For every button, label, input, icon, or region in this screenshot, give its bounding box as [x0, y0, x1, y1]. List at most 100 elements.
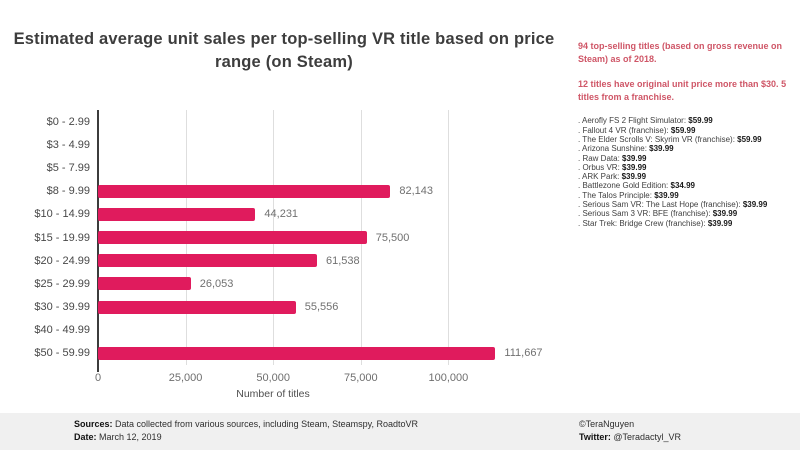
vr-title-item: . Raw Data: $39.99	[578, 153, 647, 163]
chart-row: $5 - 7.99	[30, 156, 550, 179]
vr-title-price: $39.99	[707, 218, 733, 228]
x-tick-label: 75,000	[343, 372, 378, 384]
x-axis-ticks: 0 25,000 50,000 75,000 100,000	[94, 372, 543, 386]
twitter-label: Twitter:	[579, 432, 611, 442]
vr-title-item: . ARK Park: $39.99	[578, 172, 647, 182]
y-tick-label: $0 - 2.99	[46, 115, 90, 128]
gridline	[448, 110, 450, 365]
plot-cell: 75,500	[98, 226, 550, 249]
vr-title-item: . Star Trek: Bridge Crew (franchise): $3…	[578, 218, 733, 228]
vr-title-price: $59.99	[688, 116, 713, 126]
side-panel: 94 top-selling titles (based on gross re…	[578, 40, 792, 228]
plot-cell	[98, 133, 550, 156]
vr-title-price: $59.99	[670, 125, 696, 135]
vr-title-price: $59.99	[737, 134, 762, 144]
chart-row: $30 - 39.99 55,556	[30, 296, 550, 319]
bar	[98, 346, 496, 360]
side-note-titles-count: 94 top-selling titles (based on gross re…	[578, 41, 783, 64]
vr-title-price: $34.99	[670, 181, 695, 191]
vr-title-price: $39.99	[622, 162, 647, 172]
vr-title-list: . Aerofly FS 2 Flight Simulator: $59.99.…	[578, 116, 792, 228]
y-tick-label: $8 - 9.99	[46, 185, 90, 198]
date-label: Date:	[74, 432, 97, 442]
bar-value-label: 26,053	[199, 277, 234, 290]
chart-row: $20 - 24.99 61,538	[30, 249, 550, 272]
vr-title-price: $39.99	[654, 190, 679, 200]
vr-title-price: $39.99	[622, 153, 647, 163]
x-tick-label: 25,000	[168, 372, 203, 384]
bar-value-label: 61,538	[326, 254, 360, 267]
y-tick-label: $10 - 14.99	[34, 208, 90, 221]
plot-cell: 82,143	[98, 180, 550, 203]
vr-title-price: $39.99	[649, 144, 674, 154]
chart-row: $25 - 29.99 26,053	[30, 272, 550, 295]
y-tick-label: $5 - 7.99	[46, 161, 90, 174]
footer-sources: Sources: Data collected from various sou…	[74, 418, 418, 444]
bar-value-label: 111,667	[504, 347, 543, 360]
vr-title-item: . Serious Sam VR: The Last Hope (franchi…	[578, 200, 768, 210]
bar	[98, 207, 256, 221]
side-note-price-count: 12 titles have original unit price more …	[578, 79, 787, 102]
bar-chart: $0 - 2.99 $3 - 4.99 $5 - 7.99 $8 - 9.99 82,1…	[30, 110, 550, 410]
plot-cell	[98, 110, 550, 133]
plot-cell: 55,556	[98, 296, 550, 319]
vr-title-item: . Serious Sam 3 VR: BFE (franchise): $39…	[578, 209, 738, 219]
bar-value-label: 55,556	[304, 301, 339, 314]
vr-title-item: . Aerofly FS 2 Flight Simulator: $59.99	[578, 116, 713, 126]
chart-row: $8 - 9.99 82,143	[30, 180, 550, 203]
y-tick-label: $15 - 19.99	[34, 231, 90, 244]
chart-row: $40 - 49.99	[30, 319, 550, 342]
vr-title-price: $39.99	[742, 200, 768, 210]
plot-cell	[98, 156, 550, 179]
chart-row: $3 - 4.99	[30, 133, 550, 156]
y-tick-label: $3 - 4.99	[46, 138, 90, 151]
credit-line: ©TeraNguyen	[579, 419, 635, 429]
x-tick-label: 50,000	[256, 372, 291, 384]
footer: Sources: Data collected from various sou…	[0, 413, 800, 450]
vr-title-item: . The Elder Scrolls V: Skyrim VR (franch…	[578, 134, 762, 144]
y-tick-label: $50 - 59.99	[34, 347, 90, 360]
bar	[98, 300, 296, 314]
bar	[98, 184, 391, 198]
plot-cell: 44,231	[98, 203, 550, 226]
y-tick-label: $40 - 49.99	[34, 324, 90, 337]
chart-rows: $0 - 2.99 $3 - 4.99 $5 - 7.99 $8 - 9.99 82,1…	[30, 110, 550, 365]
plot-cell: 111,667	[98, 342, 550, 365]
bar	[98, 254, 318, 268]
twitter-handle: @Teradactyl_VR	[613, 432, 682, 442]
footer-credit: ©TeraNguyen Twitter: @Teradactyl_VR	[579, 418, 681, 444]
x-axis-label: Number of titles	[236, 388, 310, 400]
vr-title-item: . Orbus VR: $39.99	[578, 162, 647, 172]
vr-title-price: $39.99	[712, 209, 738, 219]
sources-label: Sources:	[74, 419, 113, 429]
date-line: Date: March 12, 2019	[74, 431, 418, 444]
chart-row: $0 - 2.99	[30, 110, 550, 133]
date-text: March 12, 2019	[99, 432, 162, 442]
twitter-line: Twitter: @Teradactyl_VR	[579, 431, 681, 444]
chart-row: $50 - 59.99 111,667	[30, 342, 550, 365]
vr-title-item: . Fallout 4 VR (franchise): $59.99	[578, 125, 696, 135]
x-tick-label: 0	[94, 372, 102, 384]
bar-value-label: 82,143	[399, 185, 433, 198]
vr-title-item: . Arizona Sunshine: $39.99	[578, 144, 674, 154]
plot-cell	[98, 319, 550, 342]
y-tick-label: $25 - 29.99	[34, 277, 90, 290]
plot-cell: 26,053	[98, 272, 550, 295]
bar-value-label: 44,231	[264, 208, 299, 221]
y-tick-label: $20 - 24.99	[34, 254, 90, 267]
y-tick-label: $30 - 39.99	[34, 301, 90, 314]
plot-cell: 61,538	[98, 249, 550, 272]
bar-value-label: 75,500	[375, 231, 410, 244]
vr-title-price: $39.99	[621, 172, 647, 182]
bar	[98, 231, 367, 245]
sources-text: Data collected from various sources, inc…	[115, 419, 419, 429]
vr-title-item: . The Talos Principle: $39.99	[578, 190, 679, 200]
chart-row: $10 - 14.99 44,231	[30, 203, 550, 226]
sources-line: Sources: Data collected from various sou…	[74, 418, 418, 431]
page-title: Estimated average unit sales per top-sel…	[13, 30, 555, 72]
x-tick-label: 100,000	[428, 372, 469, 384]
vr-title-item: . Battlezone Gold Edition: $34.99	[578, 181, 695, 191]
chart-row: $15 - 19.99 75,500	[30, 226, 550, 249]
bar	[98, 277, 191, 291]
